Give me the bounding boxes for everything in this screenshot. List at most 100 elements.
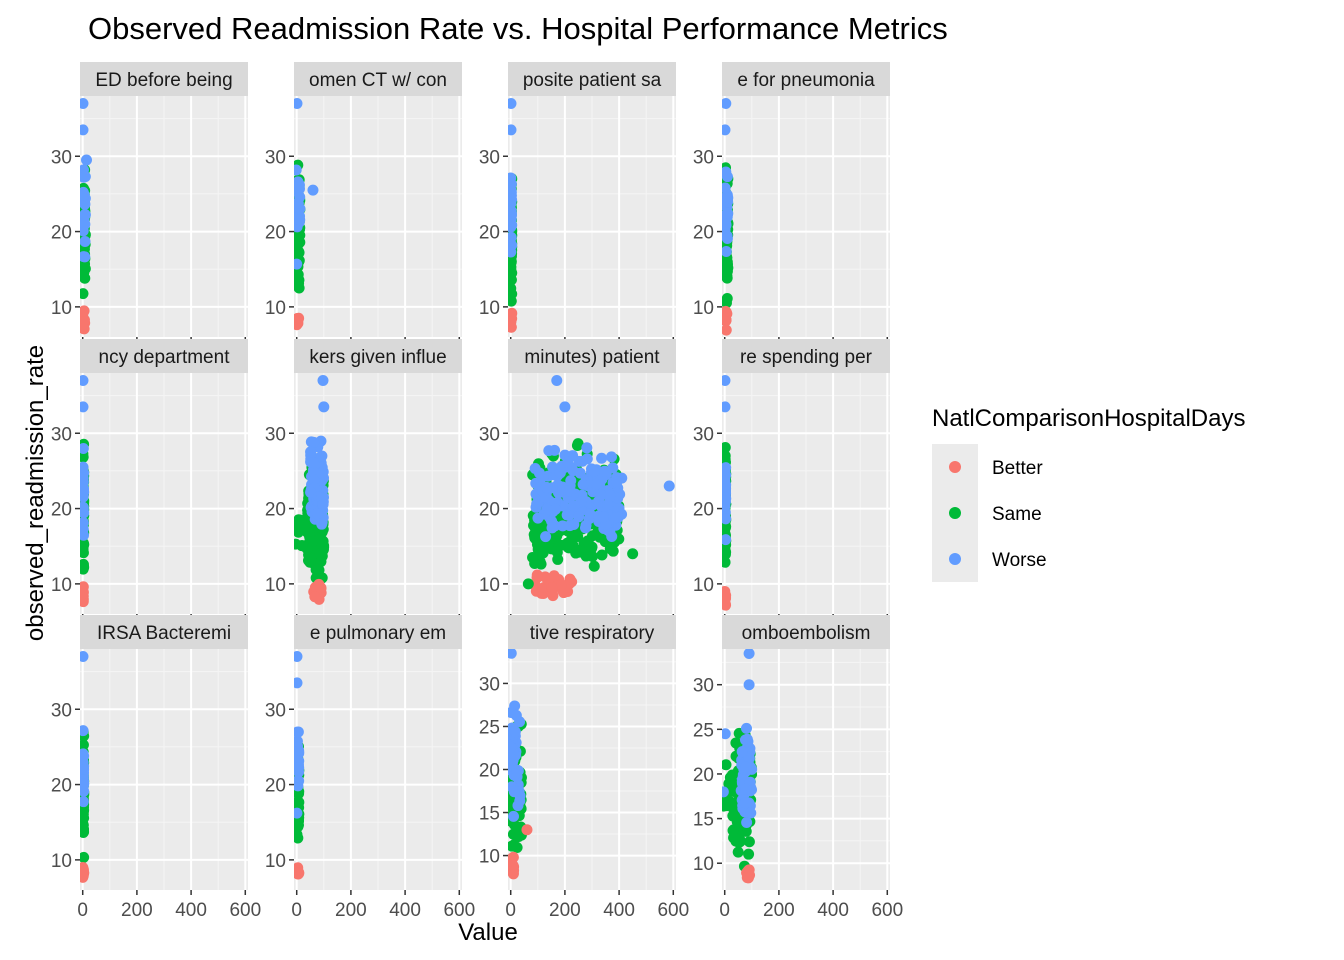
data-point-better xyxy=(294,312,305,324)
data-point-worse xyxy=(317,498,329,510)
data-point-worse xyxy=(722,462,732,474)
facet-strip-label: minutes) patient xyxy=(524,347,660,368)
y-tick-label: 20 xyxy=(265,223,286,244)
x-tick-label: 0 xyxy=(719,900,730,921)
y-tick-label: 30 xyxy=(479,147,500,168)
y-tick-label: 20 xyxy=(479,500,500,521)
data-point-same xyxy=(561,537,573,549)
x-tick-label: 400 xyxy=(389,900,421,921)
y-tick-label: 15 xyxy=(693,810,714,831)
data-point-worse xyxy=(294,198,303,210)
data-point-worse xyxy=(294,775,303,787)
y-tick-label: 10 xyxy=(479,575,500,596)
data-point-worse xyxy=(294,726,303,738)
data-point-same xyxy=(730,737,742,749)
x-tick-label: 600 xyxy=(229,900,261,921)
panel-points xyxy=(508,98,518,333)
data-point-better xyxy=(80,323,89,335)
data-point-worse xyxy=(508,741,517,753)
data-point-worse xyxy=(597,511,609,523)
data-point-worse xyxy=(722,534,732,546)
data-point-worse xyxy=(604,489,616,501)
data-point-worse xyxy=(743,752,755,764)
data-point-same xyxy=(596,549,608,561)
data-point-worse xyxy=(294,762,305,774)
facet-panel: e for pneumonia 10 20 30 xyxy=(693,62,890,342)
data-point-worse xyxy=(549,444,561,456)
data-point-worse xyxy=(596,452,608,464)
y-tick-label: 10 xyxy=(479,298,500,319)
y-tick-label: 10 xyxy=(265,575,286,596)
data-point-worse xyxy=(294,651,303,663)
data-point-worse xyxy=(584,508,596,520)
data-point-worse xyxy=(80,651,89,663)
data-point-worse xyxy=(508,754,519,766)
data-point-same xyxy=(294,526,304,538)
data-point-worse xyxy=(743,649,755,659)
x-tick-label: 600 xyxy=(443,900,475,921)
data-point-same xyxy=(80,272,91,284)
data-point-worse xyxy=(576,455,588,467)
facet-strip-label: omboembolism xyxy=(742,623,871,644)
data-point-worse xyxy=(80,751,89,763)
data-point-worse xyxy=(508,246,517,258)
data-point-same xyxy=(296,540,308,552)
facet-panel: ncy department 10 20 30 xyxy=(51,339,248,619)
data-point-same xyxy=(734,833,746,845)
facet-panel: ED before being 10 20 30 xyxy=(51,62,248,342)
data-point-worse xyxy=(546,522,558,534)
data-point-worse xyxy=(541,481,553,493)
data-point-worse xyxy=(722,166,732,178)
data-point-worse xyxy=(514,795,526,807)
x-tick-label: 400 xyxy=(817,900,849,921)
data-point-same xyxy=(732,846,744,858)
facet-strip xyxy=(722,615,890,649)
data-point-same xyxy=(314,548,326,560)
y-tick-label: 10 xyxy=(265,851,286,872)
data-point-worse xyxy=(80,778,89,790)
data-point-worse xyxy=(317,375,329,387)
data-point-better xyxy=(546,582,558,594)
data-point-better xyxy=(508,308,517,320)
data-point-same xyxy=(529,558,541,570)
data-point-better xyxy=(722,324,732,336)
data-point-same xyxy=(722,548,731,560)
data-point-worse xyxy=(294,677,303,689)
data-point-same xyxy=(582,535,594,547)
data-point-same xyxy=(80,539,90,551)
data-point-worse xyxy=(80,483,90,495)
data-point-better xyxy=(508,321,517,333)
data-point-better xyxy=(80,588,89,600)
y-tick-label: 30 xyxy=(51,147,72,168)
facet-strip xyxy=(80,615,248,649)
data-point-worse xyxy=(722,246,732,258)
panel-points xyxy=(294,98,319,331)
data-point-worse xyxy=(722,375,731,387)
data-point-worse xyxy=(722,513,732,525)
facet-strip xyxy=(508,62,676,96)
data-point-worse xyxy=(80,401,89,413)
data-point-same xyxy=(588,560,600,572)
data-point-worse xyxy=(294,98,303,110)
data-point-worse xyxy=(294,735,303,747)
data-point-worse xyxy=(722,230,731,242)
panel-points xyxy=(294,375,330,605)
data-point-same xyxy=(80,288,89,300)
data-point-worse xyxy=(547,461,559,473)
data-point-worse xyxy=(663,480,675,492)
data-point-better xyxy=(555,579,567,591)
data-point-worse xyxy=(508,98,517,110)
data-point-same xyxy=(80,263,91,275)
data-point-better xyxy=(309,591,321,603)
data-point-worse xyxy=(80,517,89,529)
panel-points xyxy=(722,375,732,611)
data-point-same xyxy=(80,808,89,820)
data-point-same xyxy=(722,441,731,453)
data-point-worse xyxy=(80,796,89,808)
y-tick-label: 30 xyxy=(693,147,714,168)
data-point-worse xyxy=(722,401,731,413)
data-point-worse xyxy=(722,475,731,487)
y-tick-label: 25 xyxy=(693,720,714,741)
data-point-same xyxy=(722,759,732,771)
data-point-worse xyxy=(508,186,517,198)
